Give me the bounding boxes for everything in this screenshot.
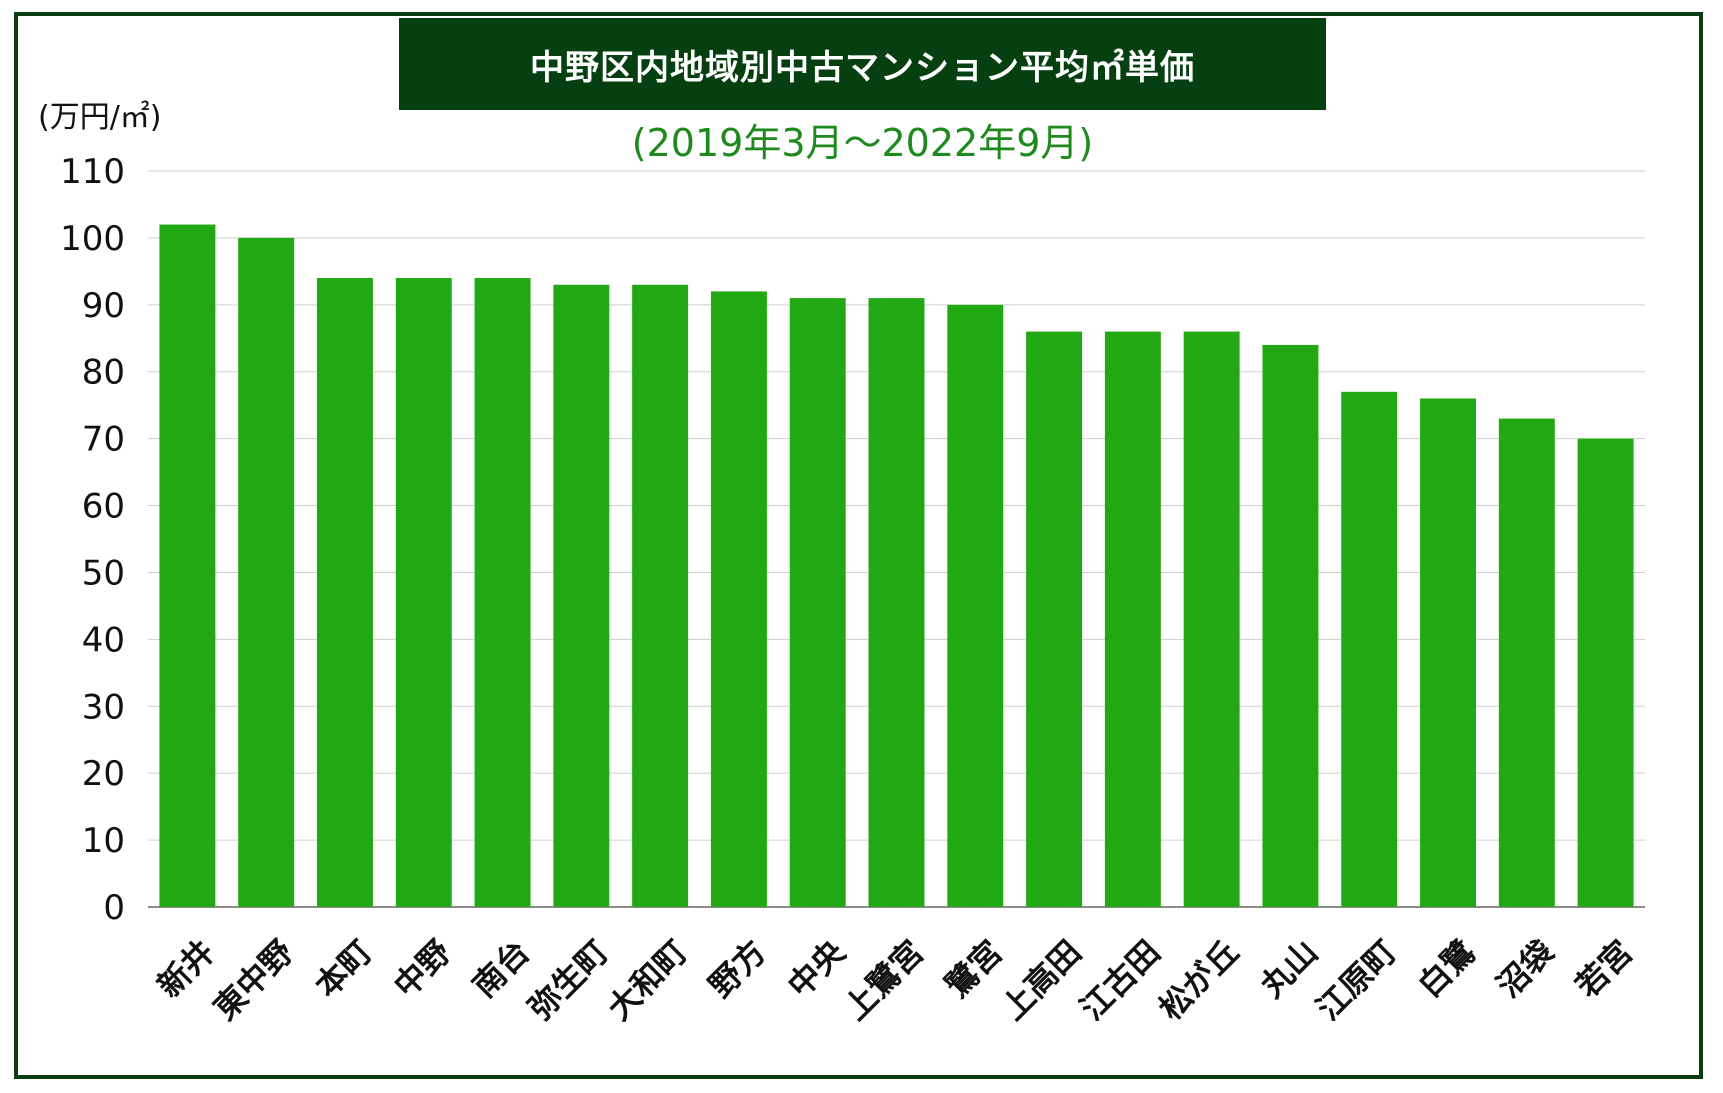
- x-tick-label-6: 弥生町: [521, 933, 616, 1028]
- bar-15: [1262, 344, 1319, 907]
- y-tick-label-100: 100: [60, 219, 125, 259]
- bar-9: [789, 298, 846, 907]
- y-tick-label-0: 0: [103, 888, 125, 928]
- x-tick-label-19: 若宮: [1568, 933, 1640, 1005]
- y-axis-unit-label: (万円/㎡): [38, 100, 162, 135]
- bar-8: [710, 291, 767, 907]
- x-tick-label-14: 松が丘: [1152, 933, 1247, 1028]
- bar-4: [395, 278, 452, 907]
- x-tick-label-1: 新井: [150, 933, 222, 1005]
- x-tick-label-16: 江原町: [1309, 933, 1404, 1028]
- x-tick-label-5: 南台: [465, 933, 537, 1005]
- bar-18: [1498, 418, 1555, 907]
- bar-16: [1341, 391, 1398, 907]
- y-tick-label-80: 80: [82, 353, 125, 393]
- y-tick-label-10: 10: [82, 821, 125, 861]
- y-tick-label-110: 110: [60, 152, 125, 192]
- bar-2: [238, 237, 295, 908]
- x-tick-label-2: 東中野: [206, 933, 301, 1028]
- bar-14: [1183, 331, 1240, 908]
- x-tick-label-4: 中野: [386, 933, 458, 1005]
- bar-1: [159, 224, 216, 907]
- bar-13: [1104, 331, 1161, 908]
- bar-19: [1577, 438, 1634, 907]
- chart-title: 中野区内地域別中古マンション平均㎡単価: [399, 18, 1326, 110]
- y-tick-label-20: 20: [82, 754, 125, 794]
- x-tick-label-7: 大和町: [600, 933, 695, 1028]
- x-tick-label-18: 沼袋: [1489, 933, 1561, 1005]
- bar-10: [868, 298, 925, 907]
- y-tick-label-60: 60: [82, 487, 125, 527]
- x-tick-label-12: 上高田: [994, 933, 1089, 1028]
- bar-12: [1026, 331, 1083, 908]
- x-tick-label-11: 鷺宮: [938, 933, 1010, 1005]
- x-tick-label-3: 本町: [307, 933, 379, 1005]
- y-tick-label-40: 40: [82, 620, 125, 660]
- y-tick-label-90: 90: [82, 286, 125, 326]
- x-tick-label-13: 江古田: [1073, 933, 1168, 1028]
- x-tick-label-17: 白鷺: [1411, 932, 1484, 1005]
- bar-17: [1420, 398, 1476, 907]
- y-tick-label-70: 70: [82, 420, 125, 460]
- bar-7: [632, 284, 689, 907]
- x-tick-label-8: 野方: [701, 933, 773, 1005]
- bar-6: [553, 284, 610, 907]
- bar-11: [947, 304, 1004, 907]
- y-tick-label-50: 50: [82, 553, 125, 593]
- y-tick-label-30: 30: [82, 687, 125, 727]
- bar-5: [474, 278, 531, 907]
- bar-3: [317, 278, 373, 907]
- chart-subtitle: (2019年3月〜2022年9月): [631, 121, 1094, 165]
- x-tick-label-10: 上鷺宮: [836, 933, 931, 1028]
